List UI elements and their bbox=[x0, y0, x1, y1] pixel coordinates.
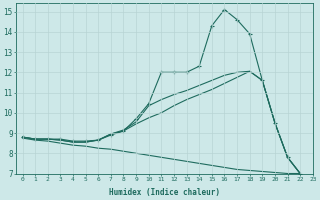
X-axis label: Humidex (Indice chaleur): Humidex (Indice chaleur) bbox=[109, 188, 220, 197]
